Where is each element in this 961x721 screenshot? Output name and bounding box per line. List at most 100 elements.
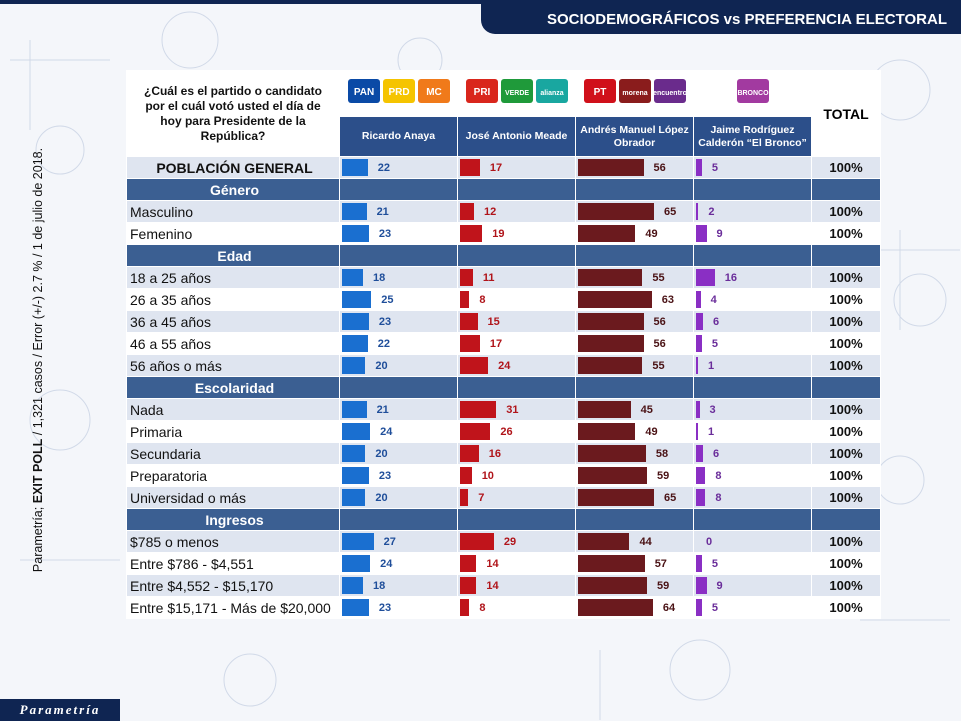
bar-cell: 20 bbox=[339, 486, 458, 509]
bar bbox=[460, 203, 475, 220]
bar-cell: 6 bbox=[693, 310, 812, 333]
bar-value-label: 14 bbox=[486, 557, 499, 570]
party-logo-label: encuentro bbox=[653, 90, 687, 97]
bar bbox=[578, 467, 648, 484]
section-filler bbox=[457, 508, 576, 531]
party-logo-badge bbox=[347, 79, 380, 103]
total-cell: 100% bbox=[811, 552, 881, 575]
bar-value-label: 63 bbox=[661, 293, 674, 306]
bar-cell: 5 bbox=[693, 596, 812, 619]
bar-value-label: 18 bbox=[373, 271, 386, 284]
section-label: Escolaridad bbox=[126, 376, 340, 399]
bar-value-label: 25 bbox=[381, 293, 394, 306]
section-filler bbox=[575, 178, 694, 201]
bar-cell: 22 bbox=[339, 332, 458, 355]
bar bbox=[460, 313, 478, 330]
bar bbox=[460, 445, 479, 462]
bar-value-label: 16 bbox=[724, 271, 737, 284]
bar bbox=[342, 577, 364, 594]
bar-value-label: 1 bbox=[708, 359, 715, 372]
bar-value-label: 45 bbox=[640, 403, 653, 416]
bar-cell: 14 bbox=[457, 552, 576, 575]
bar bbox=[342, 159, 368, 176]
bar-value-label: 5 bbox=[711, 337, 718, 350]
bar-cell: 5 bbox=[693, 552, 812, 575]
bar-value-label: 21 bbox=[376, 205, 389, 218]
bar-cell: 23 bbox=[339, 596, 458, 619]
total-cell: 100% bbox=[811, 486, 881, 509]
bar bbox=[696, 445, 704, 462]
bar bbox=[460, 357, 489, 374]
question-text: ¿Cuál es el partido o candidato por el c… bbox=[126, 70, 340, 157]
section-row: Edad bbox=[126, 244, 881, 267]
party-logo-badge bbox=[583, 79, 616, 103]
party-logo-badge bbox=[500, 79, 533, 103]
row-label: Secundaria bbox=[126, 442, 340, 465]
row-label: Entre $15,171 - Más de $20,000 bbox=[126, 596, 340, 619]
bar bbox=[696, 467, 706, 484]
bar-value-label: 21 bbox=[376, 403, 389, 416]
bar bbox=[342, 489, 366, 506]
bar bbox=[696, 423, 698, 440]
bar bbox=[578, 401, 631, 418]
candidate-name-bronco: Jaime Rodríguez Calderón “El Bronco” bbox=[693, 116, 812, 157]
results-table: ¿Cuál es el partido o candidato por el c… bbox=[126, 70, 881, 619]
table-row: Secundaria 20 16 58 6 100% bbox=[126, 442, 881, 465]
table-row: Universidad o más 20 7 65 8 100% bbox=[126, 486, 881, 509]
section-filler bbox=[575, 376, 694, 399]
bar-cell: 17 bbox=[457, 332, 576, 355]
bar-value-label: 4 bbox=[710, 293, 717, 306]
row-label: Nada bbox=[126, 398, 340, 421]
bar bbox=[460, 269, 473, 286]
section-label: Ingresos bbox=[126, 508, 340, 531]
bar-cell: 7 bbox=[457, 486, 576, 509]
bar-value-label: 23 bbox=[378, 469, 392, 482]
bar bbox=[460, 577, 477, 594]
bar-cell: 59 bbox=[575, 574, 694, 597]
bar-value-label: 27 bbox=[383, 535, 396, 548]
bar-value-label: 19 bbox=[492, 227, 505, 240]
bar-cell: 63 bbox=[575, 288, 694, 311]
total-cell: 100% bbox=[811, 530, 881, 553]
total-cell: 100% bbox=[811, 464, 881, 487]
bar-cell: 4 bbox=[693, 288, 812, 311]
brand-logo: Parametría bbox=[0, 699, 120, 721]
bar-cell: 56 bbox=[575, 156, 694, 179]
bar-value-label: 20 bbox=[375, 491, 388, 504]
source-note-bold: EXIT POLL bbox=[31, 438, 45, 504]
source-note-rest: / 1,321 casos / Error (+/-) 2.7 % / 1 de… bbox=[31, 147, 45, 439]
party-logos-anaya: PAN PRD MC bbox=[339, 70, 458, 117]
party-logo-label: PRD bbox=[388, 87, 409, 98]
bar-cell: 16 bbox=[457, 442, 576, 465]
bar bbox=[460, 533, 494, 550]
bar-value-label: 55 bbox=[652, 359, 665, 372]
bar bbox=[342, 401, 367, 418]
bar-cell: 23 bbox=[339, 464, 458, 487]
table-row: 46 a 55 años 22 17 56 5 100% bbox=[126, 332, 881, 355]
bar-value-label: 6 bbox=[713, 315, 720, 328]
bar bbox=[578, 489, 655, 506]
bar-value-label: 5 bbox=[711, 557, 718, 570]
bar-cell: 14 bbox=[457, 574, 576, 597]
row-label: Preparatoria bbox=[126, 464, 340, 487]
table-row: 56 años o más 20 24 55 1 100% bbox=[126, 354, 881, 377]
bar bbox=[696, 335, 702, 352]
bar-cell: 29 bbox=[457, 530, 576, 553]
total-cell: 100% bbox=[811, 596, 881, 619]
bar-cell: 65 bbox=[575, 200, 694, 223]
bar-cell: 9 bbox=[693, 574, 812, 597]
bar bbox=[578, 357, 643, 374]
section-filler bbox=[811, 244, 881, 267]
bar-cell: 31 bbox=[457, 398, 576, 421]
party-logo-label: BRONCO bbox=[737, 90, 769, 97]
bar bbox=[342, 335, 368, 352]
total-cell: 100% bbox=[811, 310, 881, 333]
bar-value-label: 15 bbox=[487, 315, 500, 328]
bar-cell: 24 bbox=[339, 552, 458, 575]
header-bar: SOCIODEMOGRÁFICOS vs PREFERENCIA ELECTOR… bbox=[0, 0, 961, 36]
bar-cell: 5 bbox=[693, 332, 812, 355]
candidate-name-meade: José Antonio Meade bbox=[457, 116, 576, 157]
row-label: 18 a 25 años bbox=[126, 266, 340, 289]
bar-value-label: 24 bbox=[380, 557, 393, 570]
bar bbox=[342, 467, 369, 484]
